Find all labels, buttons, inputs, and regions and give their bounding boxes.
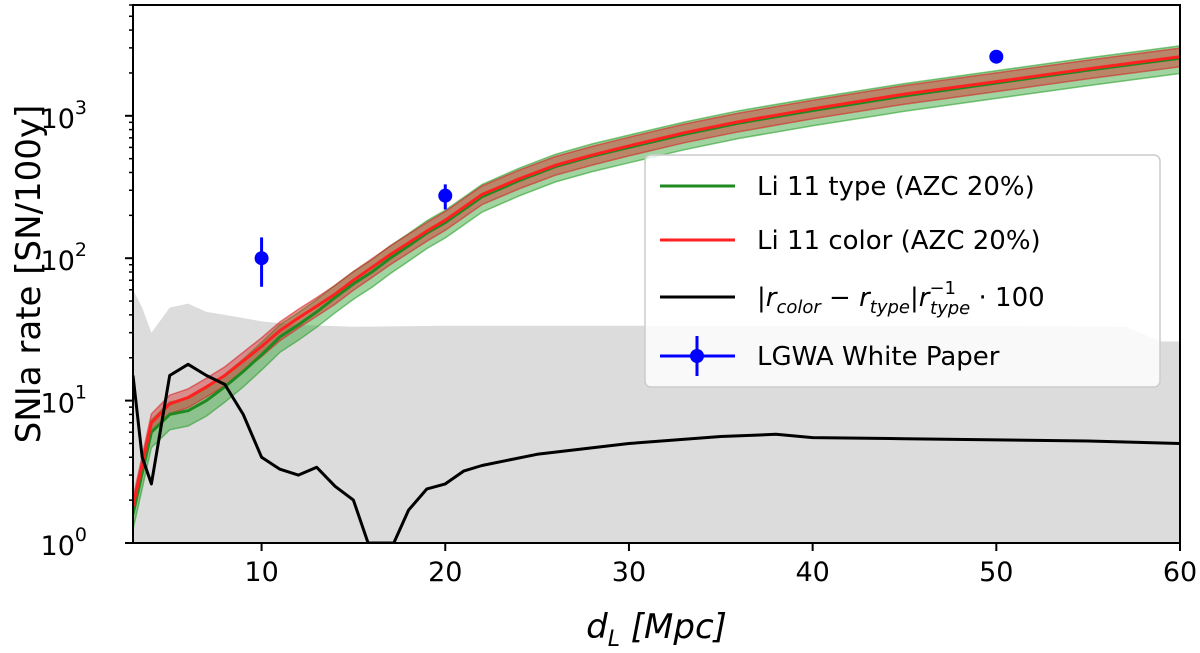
legend-marker (690, 349, 704, 363)
data-point (989, 49, 1004, 64)
lines-layer (133, 55, 1180, 543)
series-line-1 (133, 55, 1180, 507)
x-tick-label: 40 (795, 557, 829, 588)
series-line-2 (133, 362, 1180, 543)
legend-item: Li 11 color (AZC 20%) (660, 226, 1041, 256)
y-tick-label: 100 (41, 524, 87, 562)
x-axis-ticks: 10 20 30 40 50 60 (244, 543, 1197, 588)
x-axis-title-sub: L (608, 627, 620, 652)
x-tick-label: 60 (1163, 557, 1197, 588)
data-point (438, 184, 453, 210)
legend: Li 11 type (AZC 20%) Li 11 color (AZC 20%… (644, 154, 1161, 388)
point-marker (438, 188, 453, 203)
x-axis-title: dL [Mpc] (586, 607, 727, 652)
legend-item: LGWA White Paper (660, 336, 1000, 376)
plot-frame (132, 4, 1181, 544)
data-point (254, 237, 269, 287)
x-axis-title-unit: [Mpc] (620, 607, 727, 647)
legend-item: Li 11 type (AZC 20%) (660, 172, 1035, 202)
legend-label: Li 11 type (AZC 20%) (757, 172, 1035, 202)
points-layer (254, 49, 1004, 287)
legend-label: Li 11 color (AZC 20%) (757, 226, 1041, 256)
y-tick-label: 102 (41, 239, 87, 277)
x-tick-label: 10 (244, 557, 278, 588)
x-axis-title-var: d (586, 607, 608, 647)
x-tick-label: 30 (612, 557, 646, 588)
legend-items: Li 11 type (AZC 20%) Li 11 color (AZC 20%… (660, 172, 1045, 376)
legend-box (644, 154, 1161, 388)
point-marker (989, 49, 1004, 64)
x-tick-label: 20 (428, 557, 462, 588)
x-tick-label: 50 (979, 557, 1013, 588)
legend-label: LGWA White Paper (757, 342, 1000, 372)
y-axis-title: SNIa rate [SN/100y] (9, 105, 49, 444)
legend-label: |rcolor − rtype|r−1 type · 100 (757, 278, 1045, 319)
point-marker (254, 251, 269, 266)
legend-item: |rcolor − rtype|r−1 type · 100 (660, 278, 1045, 319)
